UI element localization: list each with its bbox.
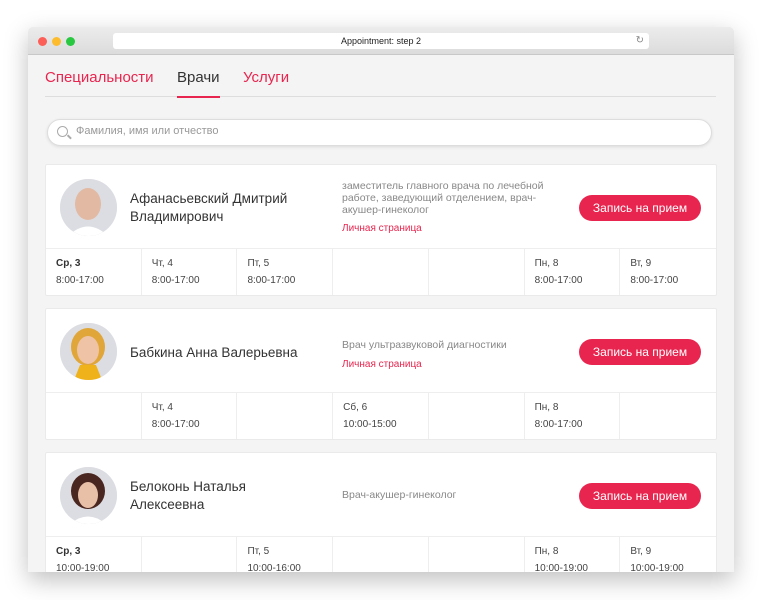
day-label: Вт, 9 bbox=[630, 258, 652, 269]
doctor-card: Афанасьевский Дмитрий Владимирович замес… bbox=[45, 164, 717, 296]
hours-label: 10:00-15:00 bbox=[343, 419, 397, 430]
doctor-card: Белоконь Наталья Алексеевна Врач-акушер-… bbox=[45, 452, 717, 572]
schedule-cell-empty bbox=[142, 537, 238, 572]
schedule-cell[interactable]: Чт, 4 8:00-17:00 bbox=[142, 393, 238, 439]
tab-specialties[interactable]: Специальности bbox=[45, 69, 154, 86]
personal-page-link[interactable]: Личная страница bbox=[342, 359, 422, 370]
minimize-window-button[interactable] bbox=[52, 37, 61, 46]
day-label: Чт, 4 bbox=[151, 402, 173, 413]
doctor-name: Афанасьевский Дмитрий Владимирович bbox=[130, 191, 288, 224]
schedule-cell[interactable]: Сб, 6 10:00-15:00 bbox=[333, 393, 429, 439]
tab-doctors[interactable]: Врачи bbox=[177, 69, 220, 98]
schedule-row: Чт, 4 8:00-17:00 Сб, 6 10:00-15:00 Пн, 8 8:… bbox=[46, 393, 716, 439]
hours-label: 8:00-17:00 bbox=[630, 275, 679, 286]
doctor-name: Белоконь Наталья Алексеевна bbox=[130, 479, 246, 512]
schedule-cell[interactable]: Пт, 5 10:00-16:00 bbox=[237, 537, 334, 572]
schedule-cell[interactable]: Ср, 3 10:00-19:00 bbox=[46, 537, 142, 572]
day-label: Пн, 8 bbox=[534, 258, 559, 269]
tab-services[interactable]: Услуги bbox=[243, 69, 290, 86]
hours-label: 8:00-17:00 bbox=[151, 419, 200, 430]
schedule-cell-empty bbox=[429, 537, 525, 572]
browser-window: Appointment: step 2 ↻ Специальности Врачи… bbox=[28, 27, 734, 572]
day-label: Чт, 4 bbox=[151, 258, 173, 269]
schedule-cell[interactable]: Пн, 8 8:00-17:00 bbox=[525, 393, 621, 439]
doctor-card: Бабкина Анна Валерьевна Врач ультразвуко… bbox=[45, 308, 717, 440]
schedule-cell[interactable]: Вт, 9 8:00-17:00 bbox=[620, 249, 716, 295]
title-bar: Appointment: step 2 ↻ bbox=[28, 27, 734, 55]
maximize-window-button[interactable] bbox=[66, 37, 75, 46]
schedule-cell-empty bbox=[620, 393, 716, 439]
schedule-cell[interactable]: Чт, 4 8:00-17:00 bbox=[142, 249, 238, 295]
schedule-cell[interactable]: Пн, 8 8:00-17:00 bbox=[525, 249, 621, 295]
day-label: Пт, 5 bbox=[247, 546, 270, 557]
day-label: Вт, 9 bbox=[630, 546, 652, 557]
schedule-row: Ср, 3 10:00-19:00 Пт, 5 10:00-16:00 Пн, 8 1… bbox=[46, 537, 716, 572]
hours-label: 10:00-19:00 bbox=[56, 563, 110, 572]
book-appointment-button[interactable]: Запись на прием bbox=[579, 483, 701, 509]
search-icon bbox=[57, 126, 68, 137]
day-label: Пт, 5 bbox=[247, 258, 270, 269]
day-label: Пн, 8 bbox=[534, 546, 559, 557]
address-bar[interactable]: Appointment: step 2 ↻ bbox=[113, 33, 649, 49]
window-title: Appointment: step 2 bbox=[340, 36, 422, 46]
schedule-row: Ср, 3 8:00-17:00 Чт, 4 8:00-17:00 Пт, 5 8:0… bbox=[46, 249, 716, 295]
hours-label: 8:00-17:00 bbox=[56, 275, 104, 286]
book-appointment-button[interactable]: Запись на прием bbox=[579, 195, 701, 221]
search-box bbox=[47, 119, 712, 146]
book-appointment-button[interactable]: Запись на прием bbox=[579, 339, 701, 365]
schedule-cell-empty bbox=[333, 537, 429, 572]
schedule-cell[interactable]: Ср, 3 8:00-17:00 bbox=[46, 249, 142, 295]
schedule-cell-empty bbox=[429, 393, 525, 439]
day-label: Ср, 3 bbox=[56, 258, 81, 269]
schedule-cell-empty bbox=[46, 393, 142, 439]
reload-icon[interactable]: ↻ bbox=[635, 35, 644, 46]
doctor-photo bbox=[60, 323, 117, 380]
search-input[interactable] bbox=[76, 125, 676, 137]
day-label: Ср, 3 bbox=[56, 546, 81, 557]
doctor-specialty: Врач-акушер-гинеколог bbox=[342, 489, 457, 501]
personal-page-link[interactable]: Личная страница bbox=[342, 223, 422, 234]
hours-label: 8:00-17:00 bbox=[534, 275, 583, 286]
schedule-cell[interactable]: Пн, 8 10:00-19:00 bbox=[525, 537, 621, 572]
hours-label: 8:00-17:00 bbox=[151, 275, 200, 286]
hours-label: 10:00-19:00 bbox=[630, 563, 684, 572]
schedule-cell-empty bbox=[333, 249, 429, 295]
tab-bar: Специальности Врачи Услуги bbox=[45, 69, 716, 98]
day-label: Сб, 6 bbox=[343, 402, 368, 413]
hours-label: 8:00-17:00 bbox=[534, 419, 583, 430]
doctor-photo bbox=[60, 467, 117, 524]
close-window-button[interactable] bbox=[38, 37, 47, 46]
doctor-name: Бабкина Анна Валерьевна bbox=[130, 345, 298, 360]
day-label: Пн, 8 bbox=[534, 402, 559, 413]
schedule-cell[interactable]: Вт, 9 10:00-19:00 bbox=[620, 537, 716, 572]
hours-label: 8:00-17:00 bbox=[247, 275, 296, 286]
hours-label: 10:00-16:00 bbox=[247, 563, 301, 572]
schedule-cell[interactable]: Пт, 5 8:00-17:00 bbox=[237, 249, 334, 295]
hours-label: 10:00-19:00 bbox=[534, 563, 588, 572]
schedule-cell-empty bbox=[429, 249, 525, 295]
schedule-cell-empty bbox=[237, 393, 334, 439]
doctor-photo bbox=[60, 179, 117, 236]
doctor-specialty: заместитель главного врача по лечебной р… bbox=[342, 180, 544, 216]
doctor-specialty: Врач ультразвуковой диагностики bbox=[342, 339, 507, 351]
